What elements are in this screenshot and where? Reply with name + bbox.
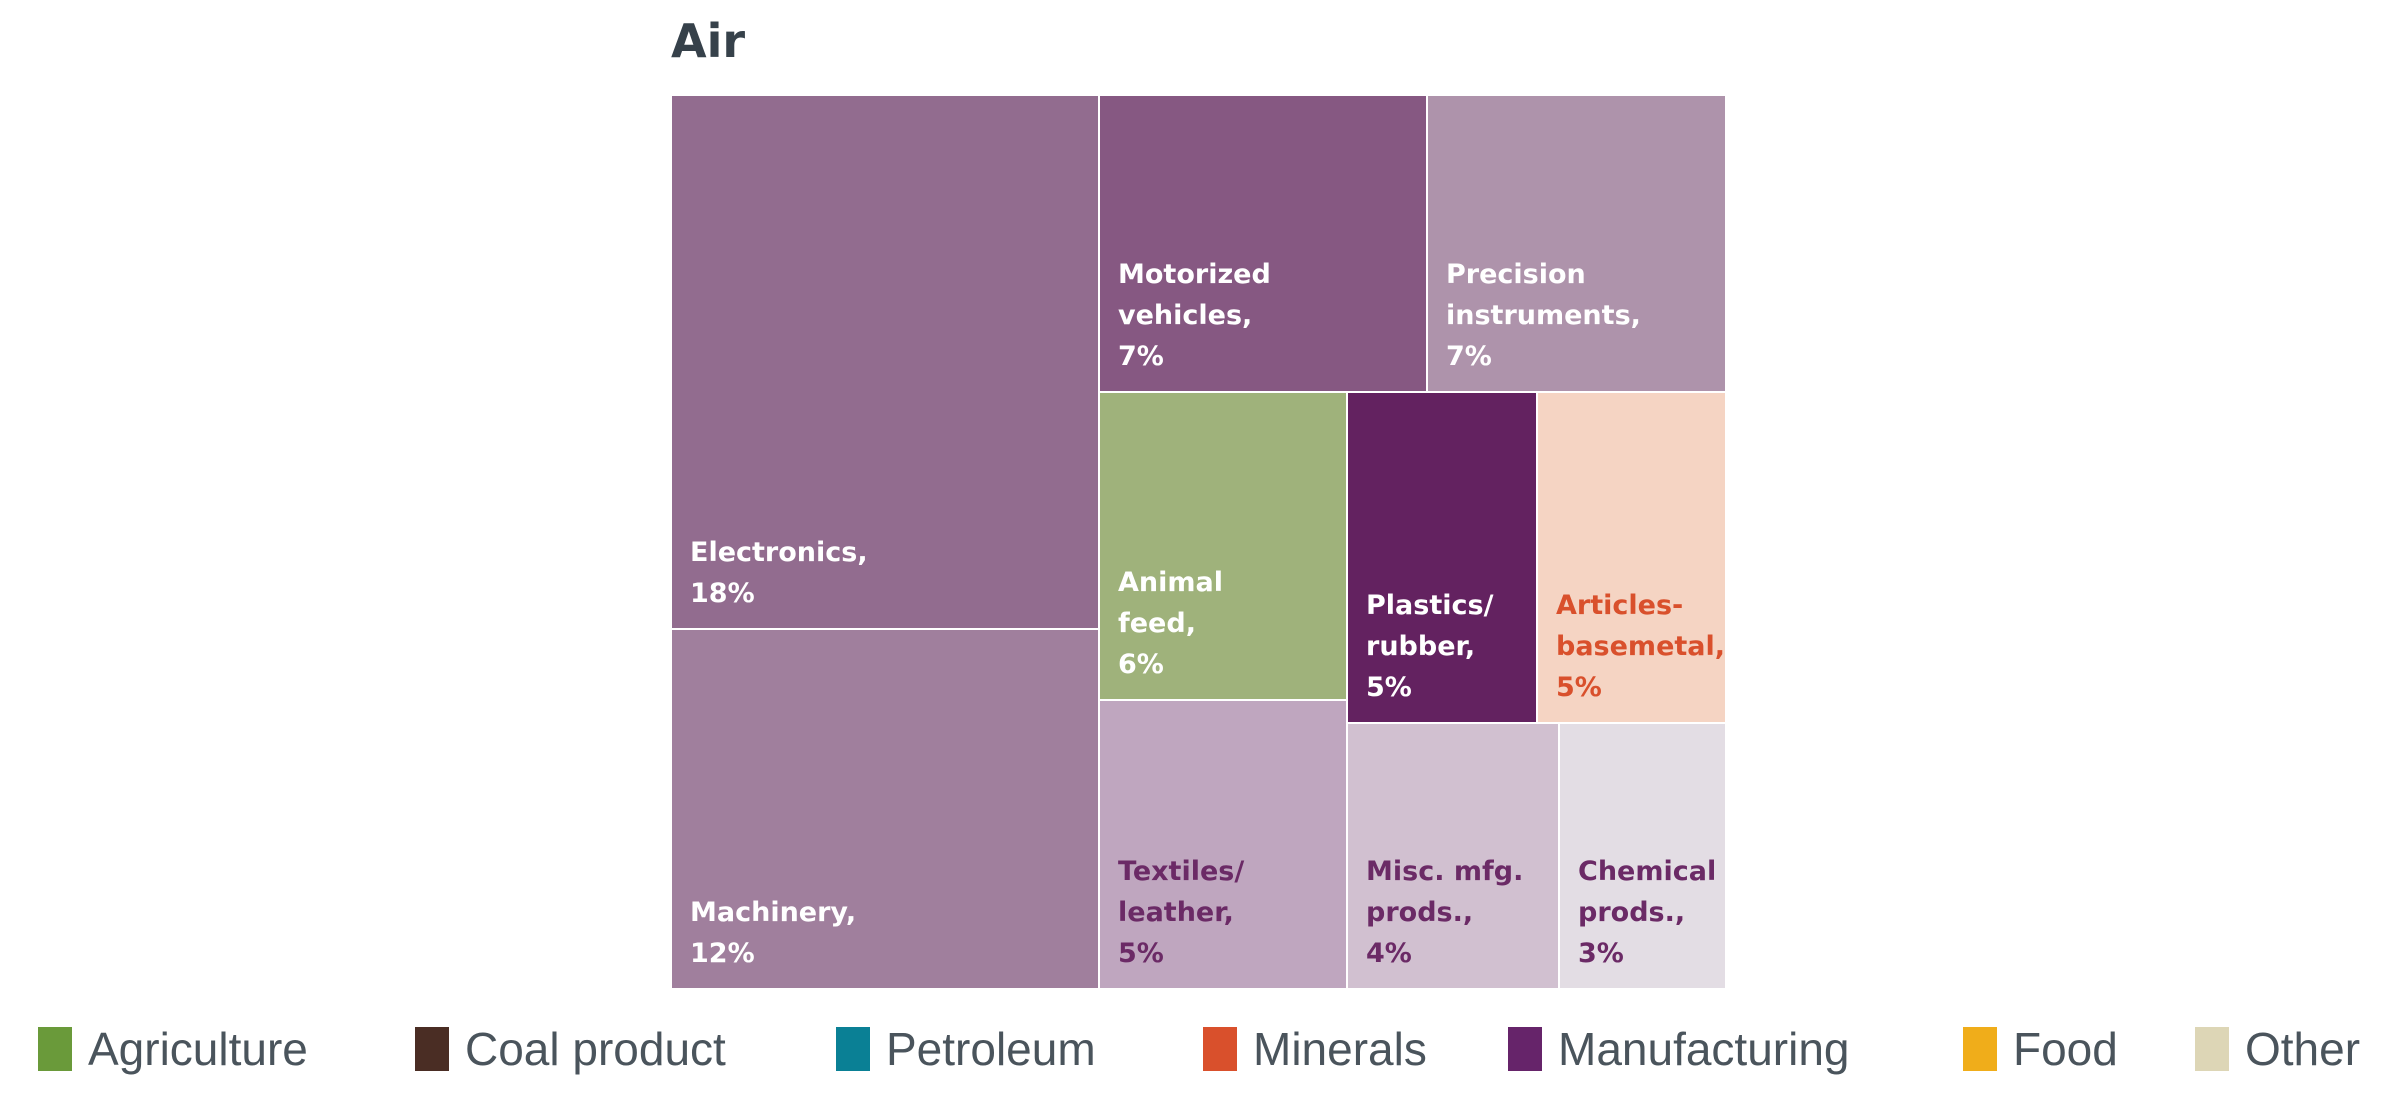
legend-item-coal-product: Coal product — [415, 1023, 726, 1075]
legend-item-other: Other — [2195, 1023, 2360, 1075]
tile-label-line: Chemical — [1578, 856, 1717, 887]
tile-label-line: Animal — [1118, 567, 1223, 598]
tile-label-line: 5% — [1556, 672, 1602, 703]
tile-label: Plastics/rubber, 5% — [1366, 585, 1493, 708]
legend-swatch — [38, 1027, 72, 1071]
tile-label-line: 4% — [1366, 938, 1412, 969]
treemap-tile-textiles-leather: Textiles/leather, 5% — [1099, 700, 1347, 989]
legend-item-agriculture: Agriculture — [38, 1023, 308, 1075]
tile-label-line: Machinery, — [690, 897, 857, 928]
tile-label-line: 7% — [1118, 341, 1164, 372]
legend-item-petroleum: Petroleum — [836, 1023, 1096, 1075]
tile-label-line: 3% — [1578, 938, 1624, 969]
tile-label: Misc. mfg. prods., 4% — [1366, 851, 1523, 974]
tile-label: Machinery, 12% — [690, 892, 856, 974]
legend-label: Petroleum — [886, 1023, 1096, 1075]
treemap-tile-electronics: Electronics, 18% — [671, 95, 1099, 629]
treemap-tile-animal-feed: Animal feed, 6% — [1099, 392, 1347, 700]
treemap-tile-articles-basemetal: Articles-basemetal, 5% — [1537, 392, 1726, 723]
tile-label-line: instruments, — [1446, 300, 1641, 331]
treemap-tile-misc-mfg-prods-: Misc. mfg. prods., 4% — [1347, 723, 1559, 989]
tile-label: Textiles/leather, 5% — [1118, 851, 1244, 974]
tile-label-line: 6% — [1118, 649, 1164, 680]
legend-label: Other — [2245, 1023, 2361, 1075]
tile-label-line: feed, — [1118, 608, 1196, 639]
tile-label-line: Motorized — [1118, 259, 1271, 290]
legend-swatch — [836, 1027, 870, 1071]
treemap-tile-motorized-vehicles: Motorized vehicles, 7% — [1099, 95, 1427, 392]
legend-swatch — [415, 1027, 449, 1071]
tile-label: Precision instruments, 7% — [1446, 254, 1641, 377]
legend-swatch — [1508, 1027, 1542, 1071]
tile-label-line: 5% — [1366, 672, 1412, 703]
treemap-tile-precision-instruments: Precision instruments, 7% — [1427, 95, 1726, 392]
legend-item-minerals: Minerals — [1203, 1023, 1427, 1075]
tile-label-line: Plastics/ — [1366, 590, 1494, 621]
tile-label-line: Textiles/ — [1118, 856, 1245, 887]
tile-label-line: vehicles, — [1118, 300, 1253, 331]
legend-label: Coal product — [465, 1023, 726, 1075]
tile-label-line: prods., — [1366, 897, 1474, 928]
treemap-tile-chemical-prods-: Chemical prods., 3% — [1559, 723, 1726, 989]
tile-label-line: 5% — [1118, 938, 1164, 969]
tile-label-line: 7% — [1446, 341, 1492, 372]
legend-label: Agriculture — [88, 1023, 308, 1075]
legend-label: Minerals — [1253, 1023, 1427, 1075]
legend-swatch — [1203, 1027, 1237, 1071]
tile-label-line: Misc. mfg. — [1366, 856, 1524, 887]
tile-label-line: Precision — [1446, 259, 1586, 290]
tile-label: Electronics, 18% — [690, 532, 868, 614]
legend-item-manufacturing: Manufacturing — [1508, 1023, 1850, 1075]
legend-label: Manufacturing — [1558, 1023, 1850, 1075]
tile-label-line: 18% — [690, 578, 755, 609]
treemap-tile-plastics-rubber: Plastics/rubber, 5% — [1347, 392, 1537, 723]
tile-label-line: Electronics, — [690, 537, 868, 568]
tile-label: Motorized vehicles, 7% — [1118, 254, 1271, 377]
legend-label: Food — [2013, 1023, 2118, 1075]
legend-swatch — [2195, 1027, 2229, 1071]
tile-label: Articles-basemetal, 5% — [1556, 585, 1725, 708]
chart-title: Air — [671, 14, 746, 68]
tile-label-line: Articles- — [1556, 590, 1684, 621]
tile-label-line: 12% — [690, 938, 755, 969]
tile-label-line: prods., — [1578, 897, 1686, 928]
treemap-tile-machinery: Machinery, 12% — [671, 629, 1099, 989]
tile-label: Animal feed, 6% — [1118, 562, 1223, 685]
legend-item-food: Food — [1963, 1023, 2118, 1075]
legend-swatch — [1963, 1027, 1997, 1071]
tile-label-line: leather, — [1118, 897, 1234, 928]
tile-label-line: rubber, — [1366, 631, 1476, 662]
tile-label: Chemical prods., 3% — [1578, 851, 1716, 974]
tile-label-line: basemetal, — [1556, 631, 1726, 662]
